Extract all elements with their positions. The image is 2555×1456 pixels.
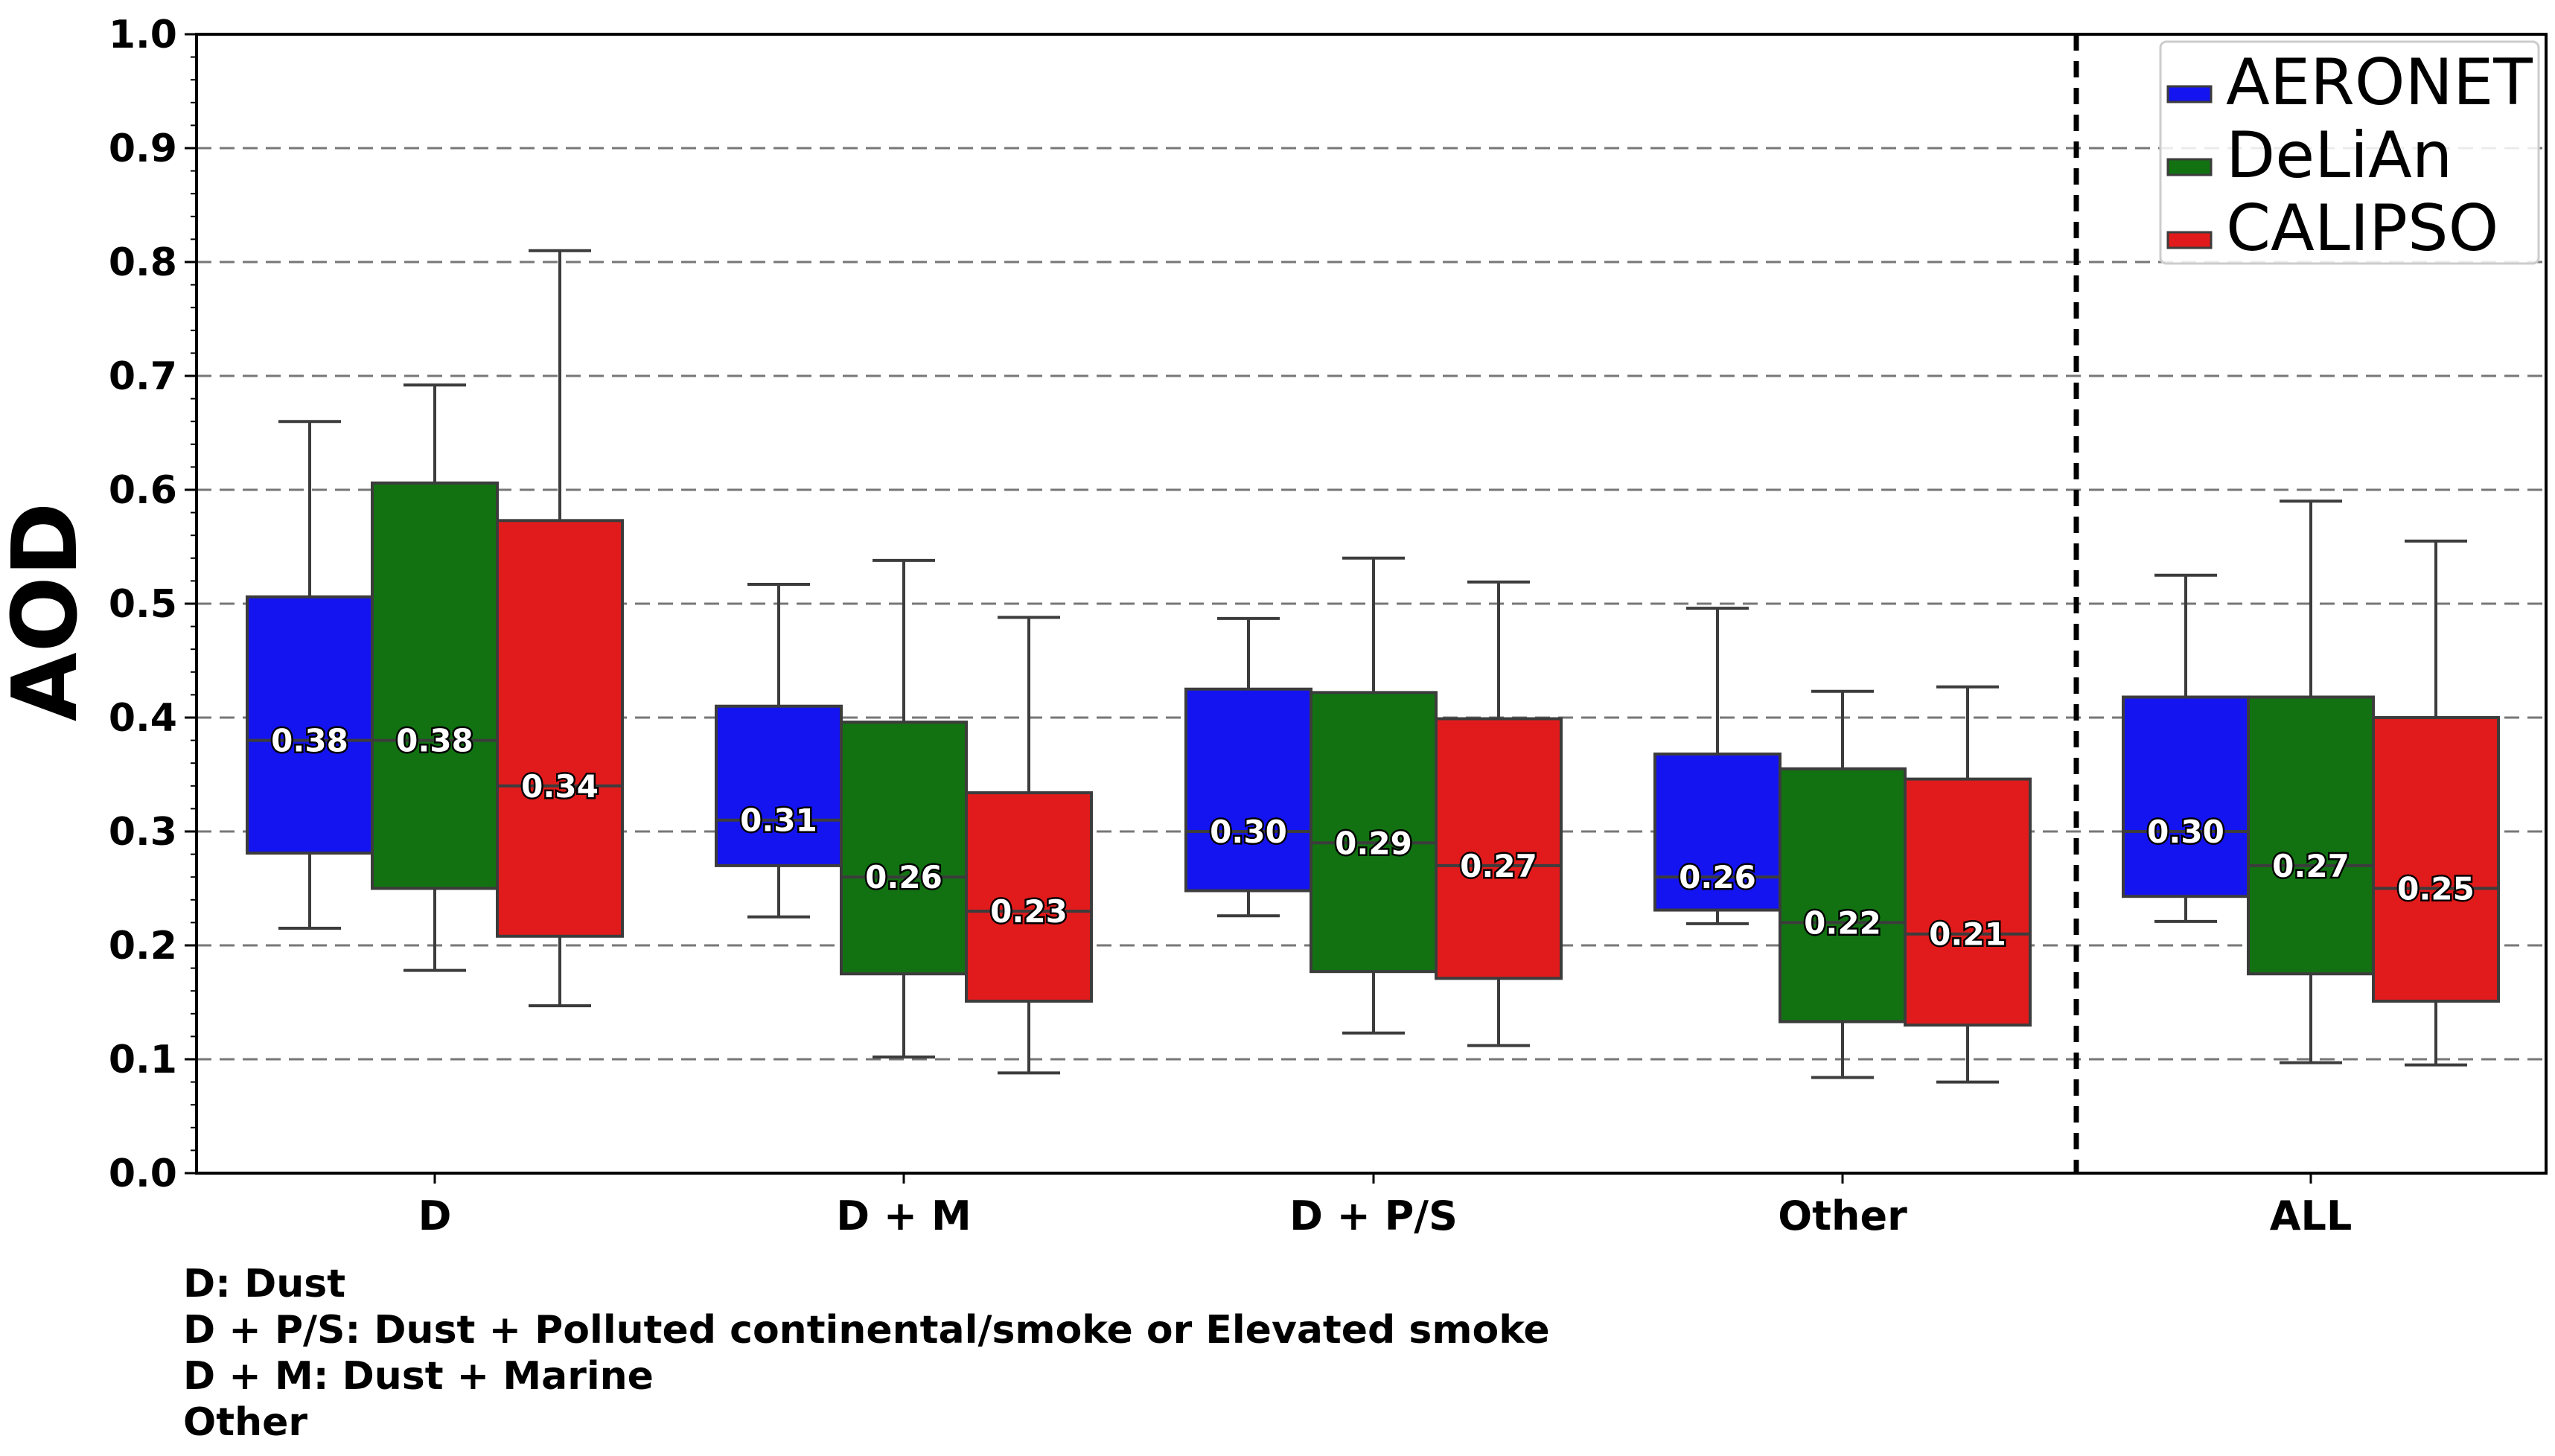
median-label-calipso-all: 0.25 <box>2397 871 2475 907</box>
median-label-delian-d-m: 0.26 <box>865 859 942 895</box>
y-tick-label-1: 0.1 <box>109 1038 177 1082</box>
box-delian-d: 0.38 <box>371 383 499 972</box>
median-label-aeronet-all: 0.30 <box>2147 814 2224 850</box>
x-tick-label-d-p-s: D + P/S <box>1289 1192 1458 1239</box>
iqr-box-delian-d-p-s <box>1310 691 1438 974</box>
iqr-box-aeronet-all <box>2122 695 2250 898</box>
iqr-box-calipso-other <box>1904 777 2032 1027</box>
iqr-box-aeronet-other <box>1653 752 1782 912</box>
x-tick-label-d: D <box>418 1192 452 1239</box>
iqr-box-calipso-d <box>496 519 624 938</box>
box-delian-d-m: 0.26 <box>840 558 968 1059</box>
footnote-other: Other <box>183 1400 307 1445</box>
iqr-box-calipso-d-m <box>965 791 1093 1003</box>
median-label-delian-d-p-s: 0.29 <box>1335 825 1412 861</box>
box-delian-other: 0.22 <box>1779 689 1907 1079</box>
box-aeronet-d-m: 0.31 <box>715 582 843 919</box>
box-aeronet-d-p-s: 0.30 <box>1184 616 1312 918</box>
box-aeronet-other: 0.26 <box>1653 607 1782 925</box>
y-tick-label-2: 0.2 <box>109 924 177 968</box>
y-tick-label-10: 1.0 <box>109 13 177 57</box>
median-label-aeronet-d-p-s: 0.30 <box>1210 814 1287 850</box>
legend-swatch-delian <box>2166 158 2213 176</box>
y-tick-label-4: 0.4 <box>109 696 177 741</box>
median-label-delian-all: 0.27 <box>2272 848 2350 884</box>
box-aeronet-all: 0.30 <box>2122 573 2250 923</box>
plot-frame <box>195 33 2548 1175</box>
y-tick-label-0: 0.0 <box>109 1152 177 1196</box>
legend-label-calipso: CALIPSO <box>2226 191 2498 266</box>
x-axis-ticks: D D + M D + P/S Other ALL <box>418 1173 2353 1239</box>
y-axis-ticks: 0.0 0.1 0.2 0.3 0.4 0.5 0.6 0.7 0.8 0.9 1.0 <box>109 13 197 1196</box>
box-calipso-other: 0.21 <box>1904 685 2032 1084</box>
iqr-box-delian-d <box>371 481 499 890</box>
legend-swatch-aeronet <box>2166 85 2213 103</box>
y-tick-label-6: 0.6 <box>109 468 177 513</box>
median-label-aeronet-d: 0.38 <box>271 723 348 759</box>
footnotes: D: Dust D + P/S: Dust + Polluted contine… <box>183 1261 1550 1446</box>
y-tick-label-5: 0.5 <box>109 582 177 627</box>
iqr-box-aeronet-d-m <box>715 704 843 867</box>
iqr-box-aeronet-d <box>246 595 374 855</box>
median-label-delian-other: 0.22 <box>1804 904 1881 941</box>
footnote-dust: D: Dust <box>183 1262 346 1306</box>
y-tick-label-7: 0.7 <box>109 354 177 399</box>
median-label-calipso-d-p-s: 0.27 <box>1460 848 1537 884</box>
iqr-box-delian-other <box>1779 767 1907 1024</box>
legend-swatch-calipso <box>2166 231 2213 249</box>
box-plots: 0.38 0.38 0.34 0.31 0.26 0.23 0.30 0.29 0.27 0.26… <box>246 249 2500 1084</box>
footnote-dust-marine: D + M: Dust + Marine <box>183 1354 654 1399</box>
iqr-box-delian-d-m <box>840 721 968 976</box>
x-tick-label-all: ALL <box>2270 1192 2353 1239</box>
iqr-box-calipso-d-p-s <box>1435 717 1563 980</box>
median-label-calipso-d-m: 0.23 <box>990 893 1068 930</box>
iqr-box-aeronet-d-p-s <box>1184 687 1312 893</box>
aod-box-chart: 0.00.10.20.30.40.50.60.70.80.91.0 0.38 0.… <box>0 13 2548 1239</box>
box-calipso-d-p-s: 0.27 <box>1435 580 1563 1047</box>
legend-label-delian: DeLiAn <box>2226 118 2452 193</box>
x-tick-label-d-m: D + M <box>836 1192 971 1239</box>
y-tick-label-3: 0.3 <box>109 810 177 855</box>
median-label-delian-d: 0.38 <box>396 723 473 759</box>
legend-label-aeronet: AERONET <box>2226 45 2533 120</box>
box-delian-d-p-s: 0.29 <box>1310 556 1438 1035</box>
median-label-aeronet-other: 0.26 <box>1679 859 1756 895</box>
iqr-box-calipso-all <box>2372 716 2500 1003</box>
legend-frame <box>2159 40 2540 265</box>
median-label-aeronet-d-m: 0.31 <box>740 802 817 839</box>
box-delian-all: 0.27 <box>2247 499 2375 1064</box>
y-axis-label: AOD <box>0 502 98 722</box>
y-tick-label-8: 0.8 <box>109 240 177 285</box>
iqr-box-delian-all <box>2247 695 2375 976</box>
x-tick-label-other: Other <box>1778 1192 1907 1239</box>
y-tick-label-9: 0.9 <box>109 127 177 171</box>
box-calipso-d: 0.34 <box>496 249 624 1008</box>
median-label-calipso-d: 0.34 <box>521 768 599 805</box>
median-label-calipso-other: 0.21 <box>1929 916 2006 953</box>
box-calipso-all: 0.25 <box>2372 539 2500 1067</box>
box-calipso-d-m: 0.23 <box>965 616 1093 1075</box>
footnote-dust-polluted: D + P/S: Dust + Polluted continental/smo… <box>183 1308 1550 1353</box>
box-aeronet-d: 0.38 <box>246 420 374 930</box>
